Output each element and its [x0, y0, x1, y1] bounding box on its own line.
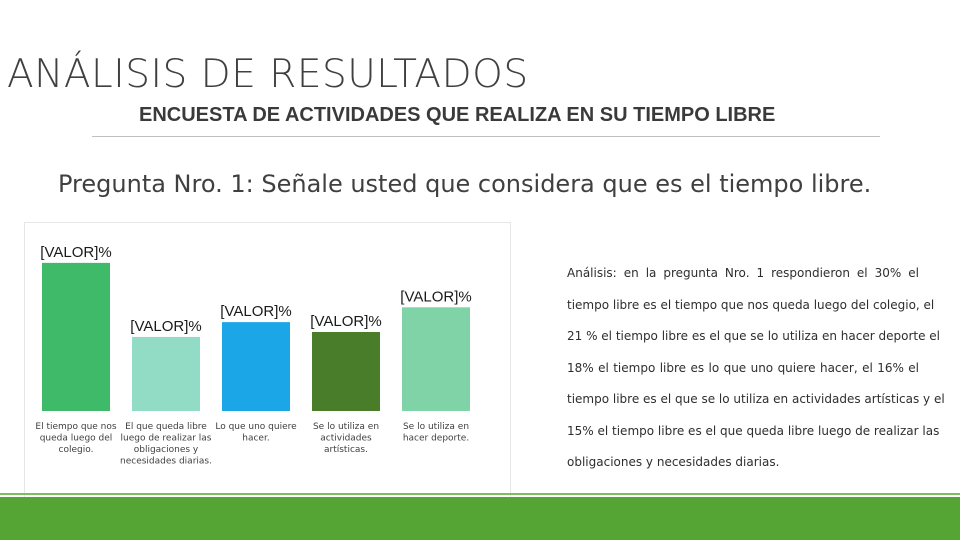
bar-chart: [VALOR]% El tiempo que nos queda luego del… [35, 244, 471, 467]
data-label-3: [VALOR]% [220, 303, 291, 320]
category-label-1: El tiempo que nos [35, 422, 116, 432]
category-label-2: luego de realizar las [121, 434, 212, 444]
category-label-2: El que queda libre [125, 422, 207, 432]
slide-subtitle: ENCUESTA DE ACTIVIDADES QUE REALIZA EN S… [139, 104, 776, 126]
category-label-1: queda luego del [40, 434, 113, 444]
category-label-2: obligaciones y [134, 445, 199, 455]
bar-1 [42, 262, 110, 411]
category-label-4: Se lo utiliza en [313, 422, 379, 432]
data-label-1: [VALOR]% [40, 244, 111, 261]
data-label-2: [VALOR]% [130, 318, 201, 335]
analysis-text: Análisis: en la pregunta Nro. 1 respondi… [567, 258, 945, 479]
analysis-line: 15% el tiempo libre es el que queda libr… [567, 423, 940, 438]
data-label-5: [VALOR]% [400, 288, 471, 305]
footer-bar [0, 497, 960, 540]
category-label-3: Lo que uno quiere [215, 422, 297, 432]
footer-accent-line [0, 493, 960, 495]
category-label-4: actividades [320, 434, 372, 444]
title-divider [92, 136, 880, 137]
chart-frame: [VALOR]% El tiempo que nos queda luego del… [24, 222, 511, 500]
bar-4 [312, 332, 380, 411]
category-label-3: hacer. [242, 434, 269, 444]
category-label-5: Se lo utiliza en [403, 422, 469, 432]
category-label-5: hacer deporte. [403, 434, 469, 444]
analysis-line: tiempo libre es el que se lo utiliza en … [567, 392, 945, 406]
analysis-label: Análisis: [567, 266, 617, 280]
question-text: Pregunta Nro. 1: Señale usted que consid… [58, 170, 872, 198]
category-label-1: colegio. [59, 445, 94, 455]
analysis-line: tiempo libre es el tiempo que nos queda … [567, 297, 935, 312]
analysis-line-text: en la pregunta Nro. 1 respondieron el 30… [623, 266, 919, 280]
bar-2 [132, 336, 200, 411]
analysis-line: obligaciones y necesidades diarias. [567, 455, 780, 469]
analysis-line: 21 % el tiempo libre es el que se lo uti… [567, 329, 940, 343]
analysis-line: Análisis: en la pregunta Nro. 1 respondi… [567, 258, 919, 290]
category-label-4: artísticas. [324, 445, 368, 455]
slide-title: ANÁLISIS DE RESULTADOS [7, 52, 529, 97]
category-label-2: necesidades diarias. [120, 457, 212, 467]
analysis-line: 18% el tiempo libre es lo que uno quiere… [567, 360, 919, 375]
bar-3 [222, 322, 290, 411]
bar-5 [402, 307, 470, 411]
data-label-4: [VALOR]% [310, 313, 381, 330]
